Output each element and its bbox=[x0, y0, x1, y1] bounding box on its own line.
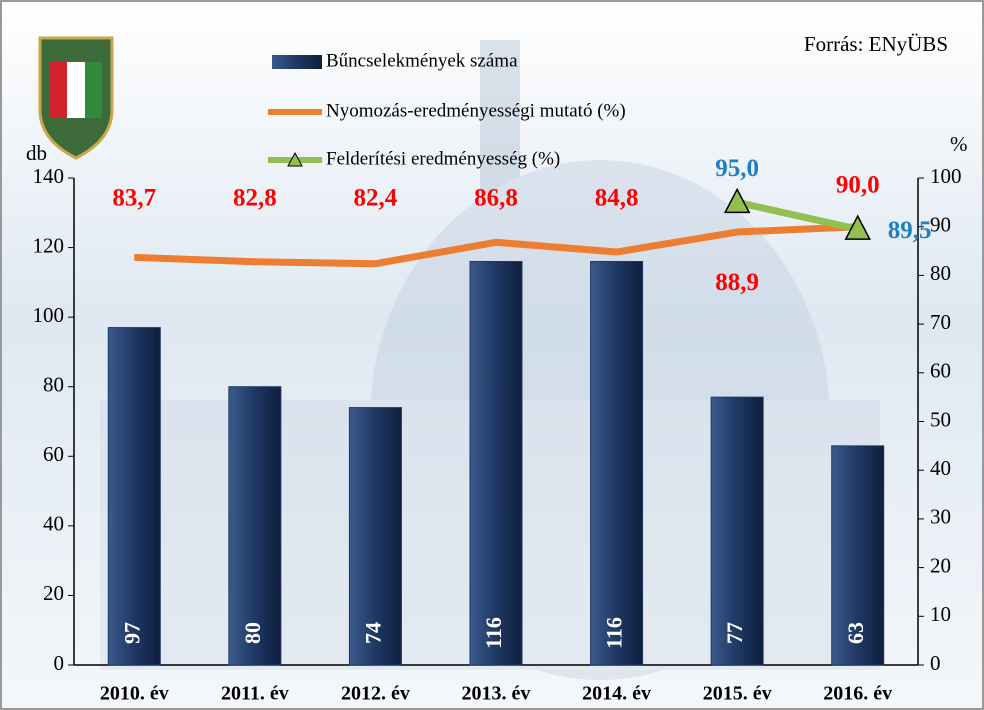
y2-tick-label: 0 bbox=[930, 651, 941, 675]
y-tick-label: 140 bbox=[33, 164, 65, 188]
bar bbox=[228, 386, 282, 666]
legend-label: Felderítési eredményesség (%) bbox=[326, 148, 560, 169]
line-value-label: 86,8 bbox=[474, 185, 518, 212]
bar bbox=[831, 445, 885, 666]
logo bbox=[38, 36, 114, 160]
bar bbox=[590, 260, 644, 666]
bar-value-label: 116 bbox=[481, 617, 506, 649]
legend-label: Bűncselekmények száma bbox=[326, 50, 518, 71]
marker bbox=[844, 214, 871, 240]
line-value-label: 89,5 bbox=[888, 217, 932, 244]
bar-value-label: 80 bbox=[240, 622, 265, 644]
legend-label: Nyomozás-eredményességi mutató (%) bbox=[326, 100, 626, 121]
line-value-label: 82,4 bbox=[354, 185, 398, 212]
bar-value-label: 97 bbox=[119, 622, 144, 644]
x-tick-label: 2013. év bbox=[462, 683, 531, 705]
line-value-label: 84,8 bbox=[595, 185, 639, 212]
bar bbox=[710, 396, 764, 666]
line-value-label: 90,0 bbox=[836, 172, 880, 199]
y2-tick-label: 80 bbox=[930, 261, 951, 285]
bar bbox=[469, 260, 523, 666]
bar bbox=[348, 407, 402, 666]
marker bbox=[723, 187, 751, 214]
x-tick-label: 2016. év bbox=[823, 683, 892, 705]
x-tick-label: 2015. év bbox=[703, 683, 772, 705]
y2-tick-label: 60 bbox=[930, 359, 951, 383]
legend-marker bbox=[287, 151, 303, 167]
line-value-label: 95,0 bbox=[715, 155, 759, 182]
line bbox=[736, 198, 859, 233]
y-tick-label: 80 bbox=[43, 373, 64, 397]
y-tick-label: 0 bbox=[54, 651, 65, 675]
line-value-label: 88,9 bbox=[715, 269, 759, 296]
y2-tick-label: 30 bbox=[930, 505, 951, 529]
line-value-label: 83,7 bbox=[112, 185, 156, 212]
y-axis-label: db bbox=[26, 141, 47, 165]
y2-tick-label: 100 bbox=[930, 164, 962, 188]
y-tick-label: 60 bbox=[43, 442, 64, 466]
line bbox=[134, 223, 858, 268]
source: Forrás: ENyÜBS bbox=[804, 32, 948, 56]
x-tick-label: 2011. év bbox=[221, 683, 289, 705]
x-tick-label: 2012. év bbox=[341, 683, 410, 705]
line-value-label: 82,8 bbox=[233, 185, 277, 212]
bar-value-label: 74 bbox=[360, 622, 385, 644]
legend-swatch bbox=[272, 55, 322, 69]
bar-value-label: 116 bbox=[602, 617, 627, 649]
y-tick-label: 40 bbox=[43, 512, 64, 536]
y2-tick-label: 70 bbox=[930, 310, 951, 334]
bar bbox=[107, 327, 161, 666]
y-tick-label: 120 bbox=[33, 233, 65, 257]
y2-tick-label: 90 bbox=[930, 213, 951, 237]
y-tick-label: 100 bbox=[33, 303, 65, 327]
y2-tick-label: 40 bbox=[930, 456, 951, 480]
x-tick-label: 2014. év bbox=[582, 683, 651, 705]
y2-tick-label: 20 bbox=[930, 553, 951, 577]
x-tick-label: 2010. év bbox=[100, 683, 169, 705]
y-tick-label: 20 bbox=[43, 581, 64, 605]
bar-value-label: 77 bbox=[722, 622, 747, 644]
bar-value-label: 63 bbox=[843, 622, 868, 644]
y2-axis-label: % bbox=[950, 132, 968, 156]
y2-tick-label: 50 bbox=[930, 407, 951, 431]
y2-tick-label: 10 bbox=[930, 602, 951, 626]
